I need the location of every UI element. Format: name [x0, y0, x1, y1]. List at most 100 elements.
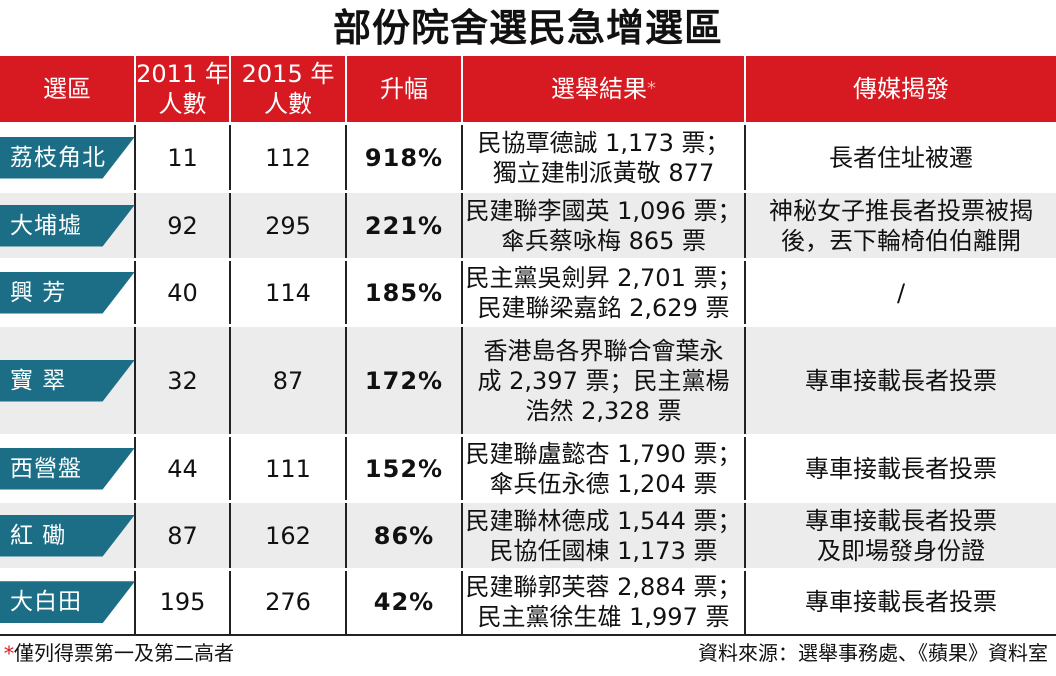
result-line: 民建聯梁嘉銘 2,629 票 — [477, 293, 730, 322]
increase-cell: 221% — [346, 190, 463, 260]
footnote-text: 僅列得票第一及第二高者 — [14, 641, 234, 665]
count-2015-cell: 162 — [230, 500, 347, 570]
district-cell: 紅 磡 — [0, 500, 136, 570]
result-line: 傘兵伍永德 1,204 票 — [489, 469, 718, 498]
table-row: 興 芳 40 114 185% 民主黨吳劍昇 2,701 票； 民建聯梁嘉銘 2,629 … — [0, 258, 1056, 326]
result-line: 獨立建制派黃敬 877 — [492, 158, 715, 187]
result-line: 民主黨徐生雄 1,997 票 — [477, 603, 730, 632]
media-line: / — [896, 278, 906, 307]
media-line: 長者住址被遷 — [829, 143, 973, 172]
header-result-label: 選舉結果 — [551, 75, 647, 103]
media-line: 專車接載長者投票 — [805, 454, 997, 483]
count-2011-cell: 195 — [135, 568, 231, 634]
district-tag: 寶 翠 — [0, 359, 135, 402]
district-cell: 大埔墟 — [0, 190, 136, 260]
increase-cell: 42% — [346, 568, 463, 634]
increase-cell: 86% — [346, 500, 463, 570]
result-line: 民協任國棟 1,173 票 — [489, 536, 718, 565]
district-cell: 大白田 — [0, 568, 136, 634]
count-2011-cell: 40 — [135, 258, 231, 326]
header-2015-year: 2015 年 — [241, 60, 335, 88]
header-media: 傳媒揭發 — [745, 56, 1056, 124]
header-2011: 2011 年 人數 — [135, 56, 231, 124]
increase-cell: 918% — [346, 122, 463, 192]
district-tag: 興 芳 — [0, 271, 135, 314]
header-2015-count: 人數 — [264, 90, 312, 118]
footnote-mark: * — [4, 641, 14, 665]
count-2011-cell: 44 — [135, 434, 231, 502]
district-cell: 興 芳 — [0, 258, 136, 326]
header-2011-count: 人數 — [158, 90, 207, 118]
count-2015-cell: 87 — [230, 324, 347, 436]
result-cell: 民建聯李國英 1,096 票； 傘兵蔡咏梅 865 票 — [462, 190, 746, 260]
count-2011-cell: 11 — [135, 122, 231, 192]
table-header-row: 選區 2011 年 人數 2015 年 人數 升幅 選舉結果* 傳媒揭發 — [0, 56, 1056, 124]
result-line: 成 2,397 票；民主黨楊 — [477, 366, 730, 395]
result-cell: 民主黨吳劍昇 2,701 票； 民建聯梁嘉銘 2,629 票 — [462, 258, 746, 326]
table-row: 荔枝角北 11 112 918% 民協覃德誠 1,173 票； 獨立建制派黃敬 877 長者… — [0, 122, 1056, 192]
count-2015-cell: 295 — [230, 190, 347, 260]
count-2011-cell: 92 — [135, 190, 231, 260]
header-2011-year: 2011 年 — [136, 60, 229, 88]
increase-cell: 172% — [346, 324, 463, 436]
media-line: 專車接載長者投票 — [805, 506, 997, 535]
voter-increase-table: 選區 2011 年 人數 2015 年 人數 升幅 選舉結果* 傳媒揭發 荔枝角… — [0, 56, 1056, 634]
media-line: 專車接載長者投票 — [805, 588, 997, 617]
media-cell: 專車接載長者投票 — [745, 324, 1056, 436]
page-title: 部份院舍選民急增選區 — [332, 6, 723, 50]
media-cell: 專車接載長者投票 — [745, 434, 1056, 502]
header-increase: 升幅 — [346, 56, 463, 124]
count-2011-cell: 87 — [135, 500, 231, 570]
count-2015-cell: 114 — [230, 258, 347, 326]
media-line: 及即場發身份證 — [817, 536, 985, 565]
table-row: 寶 翠 32 87 172% 香港島各界聯合會葉永成 2,397 票；民主黨楊 浩然 2,… — [0, 324, 1056, 436]
media-cell: 專車接載長者投票 — [745, 568, 1056, 634]
district-tag: 紅 磡 — [0, 514, 135, 557]
increase-cell: 185% — [346, 258, 463, 326]
header-district: 選區 — [0, 56, 136, 124]
media-line: 神秘女子推長者投票被揭 — [769, 196, 1033, 225]
district-tag: 西營盤 — [0, 447, 135, 490]
header-result: 選舉結果* — [462, 56, 746, 124]
count-2015-cell: 112 — [230, 122, 347, 192]
header-result-mark: * — [647, 78, 656, 99]
table-bottom-rule — [0, 634, 1056, 636]
result-cell: 民協覃德誠 1,173 票； 獨立建制派黃敬 877 — [462, 122, 746, 192]
table-row: 西營盤 44 111 152% 民建聯盧懿杏 1,790 票； 傘兵伍永德 1,204 票… — [0, 434, 1056, 502]
table-row: 大白田 195 276 42% 民建聯郭芙蓉 2,884 票； 民主黨徐生雄 1,997 … — [0, 568, 1056, 634]
result-line: 民主黨吳劍昇 2,701 票； — [465, 263, 742, 292]
media-cell: 專車接載長者投票 及即場發身份證 — [745, 500, 1056, 570]
media-line: 後，丟下輪椅伯伯離開 — [781, 226, 1021, 255]
result-line: 浩然 2,328 票 — [525, 396, 682, 425]
table-row: 大埔墟 92 295 221% 民建聯李國英 1,096 票； 傘兵蔡咏梅 865 票神秘… — [0, 190, 1056, 260]
count-2015-cell: 276 — [230, 568, 347, 634]
district-tag: 荔枝角北 — [0, 136, 135, 179]
result-line: 民建聯郭芙蓉 2,884 票； — [465, 573, 742, 602]
result-line: 民建聯李國英 1,096 票； — [465, 196, 742, 225]
increase-cell: 152% — [346, 434, 463, 502]
footnote: *僅列得票第一及第二高者 — [4, 636, 234, 670]
source-note: 資料來源：選舉事務處、《蘋果》資料室 — [698, 641, 1048, 665]
media-line: 專車接載長者投票 — [805, 366, 997, 395]
result-line: 民協覃德誠 1,173 票； — [477, 128, 730, 157]
result-cell: 香港島各界聯合會葉永成 2,397 票；民主黨楊 浩然 2,328 票 — [462, 324, 746, 436]
district-cell: 西營盤 — [0, 434, 136, 502]
count-2011-cell: 32 — [135, 324, 231, 436]
result-cell: 民建聯郭芙蓉 2,884 票； 民主黨徐生雄 1,997 票 — [462, 568, 746, 634]
count-2015-cell: 111 — [230, 434, 347, 502]
result-cell: 民建聯林德成 1,544 票； 民協任國棟 1,173 票 — [462, 500, 746, 570]
result-line: 民建聯林德成 1,544 票； — [465, 506, 742, 535]
result-line: 傘兵蔡咏梅 865 票 — [500, 226, 707, 255]
result-line: 香港島各界聯合會葉永 — [483, 336, 724, 365]
result-line: 民建聯盧懿杏 1,790 票； — [465, 439, 742, 468]
result-cell: 民建聯盧懿杏 1,790 票； 傘兵伍永德 1,204 票 — [462, 434, 746, 502]
district-tag: 大白田 — [0, 581, 135, 624]
header-2015: 2015 年 人數 — [230, 56, 347, 124]
district-cell: 荔枝角北 — [0, 122, 136, 192]
media-cell: 神秘女子推長者投票被揭 後，丟下輪椅伯伯離開 — [745, 190, 1056, 260]
media-cell: / — [745, 258, 1056, 326]
district-cell: 寶 翠 — [0, 324, 136, 436]
district-tag: 大埔墟 — [0, 204, 135, 247]
table-row: 紅 磡 87 162 86% 民建聯林德成 1,544 票； 民協任國棟 1,173 票專… — [0, 500, 1056, 570]
media-cell: 長者住址被遷 — [745, 122, 1056, 192]
